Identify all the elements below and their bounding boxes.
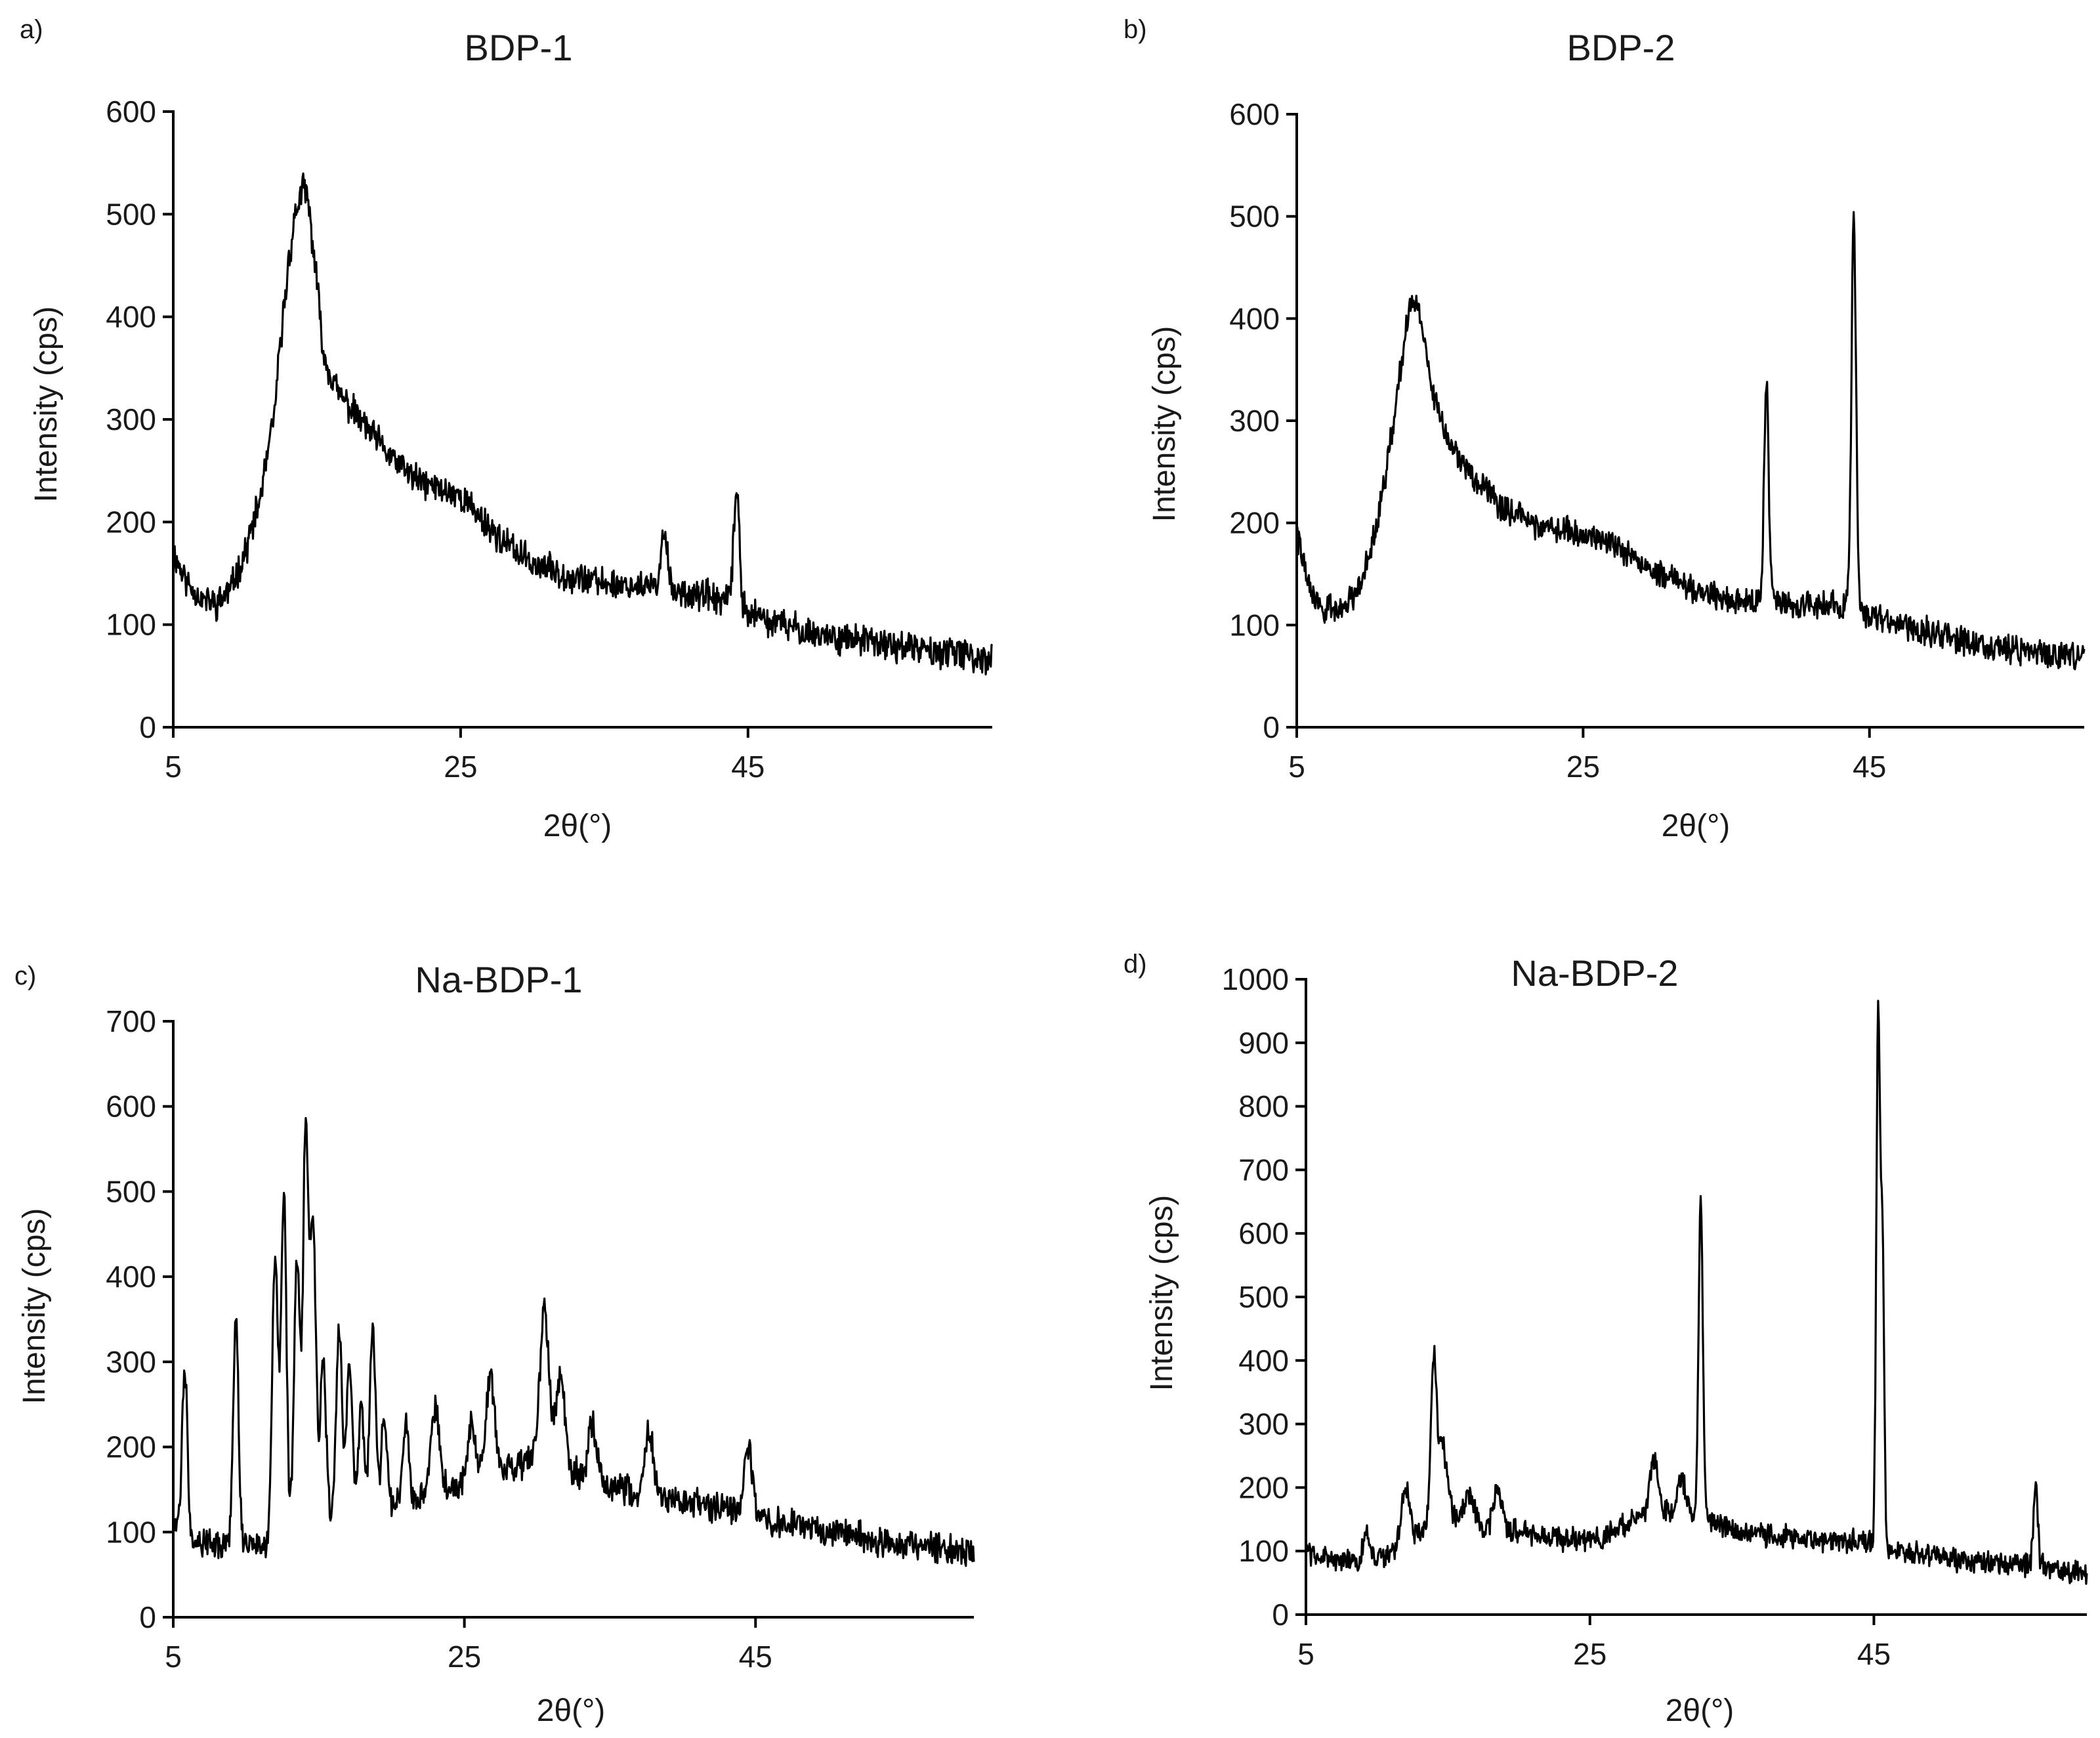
panel-b-y-tick-label: 300 <box>1229 404 1280 438</box>
panel-a-y-tick-label: 500 <box>106 197 156 231</box>
panel-c-y-tick-label: 400 <box>106 1260 156 1294</box>
panel-c-y-tick-label: 200 <box>106 1430 156 1464</box>
panel-a-y-tick-label: 600 <box>106 95 156 129</box>
panel-b-y-tick-label: 100 <box>1229 608 1280 642</box>
panel-b-series-line <box>1295 211 2086 671</box>
panel-b-y-tick-label: 600 <box>1229 97 1280 131</box>
panel-c-y-tick-label: 300 <box>106 1345 156 1379</box>
panel-c-xlabel: 2θ(°) <box>537 1693 606 1728</box>
panel-c-y-tick-label: 500 <box>106 1174 156 1208</box>
panel-a-y-tick-label: 300 <box>106 402 156 436</box>
panel-b-x-tick-label: 45 <box>1853 750 1886 784</box>
panel-b-x-tick-label: 25 <box>1566 750 1600 784</box>
panel-d-y-tick-label: 1000 <box>1222 962 1289 996</box>
panel-a-letter: a) <box>20 15 43 44</box>
panel-c-x-tick-label: 25 <box>448 1640 481 1674</box>
panel-a-ylabel: Intensity (cps) <box>29 307 64 503</box>
panel-c-letter: c) <box>14 962 36 990</box>
panel-b-letter: b) <box>1124 15 1147 44</box>
panel-c-y-tick-label: 100 <box>106 1515 156 1549</box>
panel-c-plot: 0 100 200 300 400 500 600 700 5 25 45 <box>106 1004 975 1674</box>
panel-b-plot: 0 100 200 300 400 500 600 5 25 45 <box>1229 97 2086 784</box>
panel-d-x-tick-label: 45 <box>1857 1637 1891 1671</box>
panel-c-y-tick-label: 700 <box>106 1004 156 1038</box>
panel-d-y-tick-label: 900 <box>1238 1026 1289 1060</box>
panel-a-y-tick-label: 0 <box>139 710 156 744</box>
panel-d: d) Na-BDP-2 0 100 200 300 400 500 600 700 800 900… <box>1124 950 2088 1728</box>
panel-a-x-tick-label: 25 <box>444 750 477 784</box>
panel-a-series-line <box>172 172 994 676</box>
panel-c-x-tick-label: 45 <box>739 1640 772 1674</box>
panel-d-ylabel: Intensity (cps) <box>1144 1195 1179 1391</box>
panel-d-plot: 0 100 200 300 400 500 600 700 800 900 1000 5 25 45 <box>1222 962 2088 1671</box>
panel-a-y-tick-label: 400 <box>106 300 156 334</box>
panel-a-plot: 0 100 200 300 400 500 600 5 25 45 <box>106 95 994 784</box>
panel-a-y-tick-label: 100 <box>106 608 156 642</box>
panel-c-series-line <box>172 1116 975 1567</box>
panel-d-y-tick-label: 200 <box>1238 1470 1289 1504</box>
panel-a-x-tick-label: 45 <box>731 750 765 784</box>
panel-d-y-tick-label: 600 <box>1238 1216 1289 1250</box>
panel-c-y-tick-label: 0 <box>139 1600 156 1634</box>
panel-d-x-tick-label: 5 <box>1297 1637 1314 1671</box>
panel-b-y-tick-label: 400 <box>1229 301 1280 335</box>
panel-b-y-tick-label: 200 <box>1229 506 1280 540</box>
panel-b-y-tick-label: 500 <box>1229 200 1280 234</box>
panel-d-y-tick-label: 0 <box>1272 1598 1289 1632</box>
panel-d-series-line <box>1305 1000 2088 1585</box>
panel-c-x-tick-label: 5 <box>165 1640 182 1674</box>
panel-d-x-tick-label: 25 <box>1573 1637 1606 1671</box>
panel-b-xlabel: 2θ(°) <box>1662 809 1731 843</box>
panel-c-ylabel: Intensity (cps) <box>17 1208 52 1405</box>
panel-a-y-tick-label: 200 <box>106 505 156 539</box>
panel-b-ylabel: Intensity (cps) <box>1147 326 1182 522</box>
panel-d-y-tick-label: 400 <box>1238 1344 1289 1378</box>
panel-d-y-tick-label: 700 <box>1238 1153 1289 1187</box>
panel-d-y-tick-label: 100 <box>1238 1534 1289 1568</box>
panel-d-y-tick-label: 500 <box>1238 1280 1289 1314</box>
panel-a-x-tick-label: 5 <box>165 750 182 784</box>
panel-d-title: Na-BDP-2 <box>1511 952 1678 994</box>
panel-b-x-tick-label: 5 <box>1288 750 1305 784</box>
panel-d-y-tick-label: 800 <box>1238 1090 1289 1124</box>
panel-b-y-tick-label: 0 <box>1263 710 1280 744</box>
panel-d-y-tick-label: 300 <box>1238 1407 1289 1441</box>
panel-a-xlabel: 2θ(°) <box>543 809 612 843</box>
panel-c-y-tick-label: 600 <box>106 1090 156 1124</box>
panel-a-title: BDP-1 <box>465 27 573 68</box>
panel-c-title: Na-BDP-1 <box>415 959 582 1000</box>
panel-b-title: BDP-2 <box>1567 27 1675 68</box>
panel-d-letter: d) <box>1124 950 1147 979</box>
panel-d-xlabel: 2θ(°) <box>1666 1693 1734 1728</box>
